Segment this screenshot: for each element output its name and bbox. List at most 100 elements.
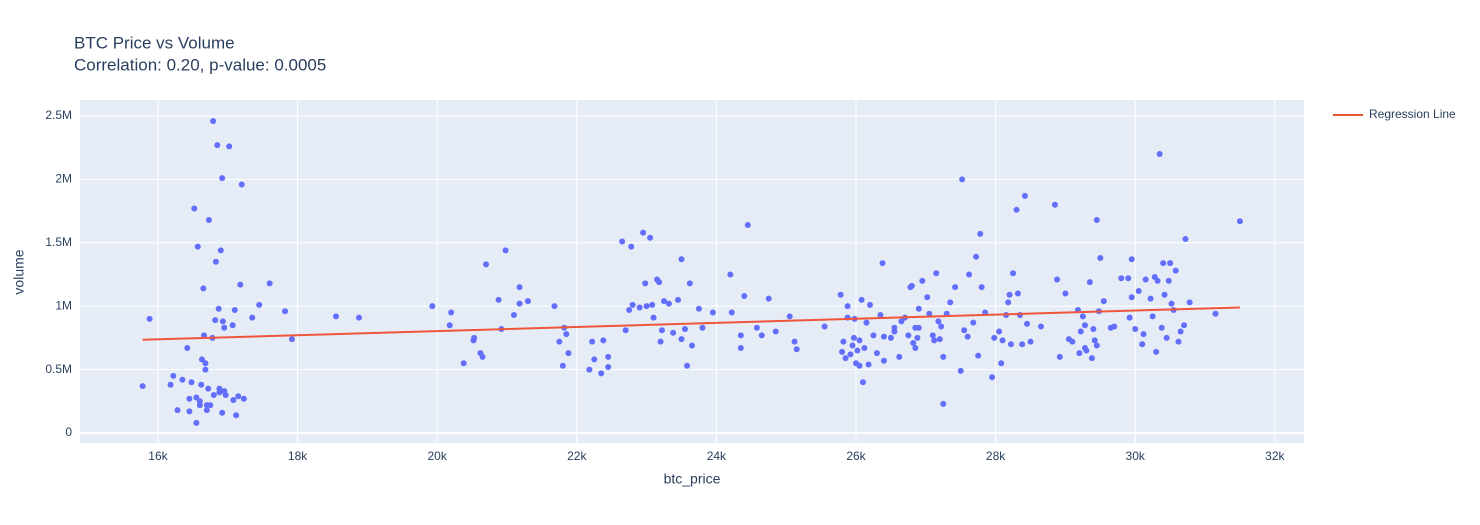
x-tick-label: 28k [986, 449, 1006, 463]
scatter-point [866, 301, 873, 308]
scatter-point [591, 356, 598, 363]
scatter-point [959, 176, 966, 183]
scatter-point [586, 366, 593, 373]
scatter-point [1212, 310, 1219, 317]
scatter-point [1014, 290, 1021, 297]
scatter-point [167, 381, 174, 388]
scatter-point [219, 175, 226, 182]
scatter-point [184, 345, 191, 352]
scatter-point [636, 304, 643, 311]
scatter-point [210, 391, 217, 398]
scatter-point [174, 407, 181, 414]
scatter-point [931, 337, 938, 344]
chart-subtitle: Correlation: 0.20, p-value: 0.0005 [74, 55, 326, 74]
scatter-point [589, 338, 596, 345]
scatter-point [193, 419, 200, 426]
scatter-point [516, 284, 523, 291]
scatter-point [139, 383, 146, 390]
scatter-point [870, 332, 877, 339]
scatter-point [908, 282, 915, 289]
y-tick-label: 0 [65, 425, 72, 439]
scatter-point [626, 306, 633, 313]
scatter-point [1093, 216, 1100, 223]
scatter-point [821, 323, 828, 330]
scatter-point [973, 253, 980, 260]
scatter-point [565, 350, 572, 357]
scatter-point [502, 247, 509, 254]
scatter-point [999, 337, 1006, 344]
scatter-point [650, 314, 657, 321]
scatter-point [201, 332, 208, 339]
scatter-point [200, 285, 207, 292]
scatter-point [880, 357, 887, 364]
x-tick-label: 16k [148, 449, 168, 463]
scatter-point [1181, 322, 1188, 329]
scatter-point [793, 346, 800, 353]
scatter-point [887, 334, 894, 341]
scatter-point [203, 407, 210, 414]
scatter-point [728, 309, 735, 316]
scatter-point [1139, 341, 1146, 348]
scatter-point [1077, 328, 1084, 335]
scatter-point [657, 338, 664, 345]
scatter-point [642, 280, 649, 287]
scatter-point [1069, 338, 1076, 345]
scatter-point [744, 222, 751, 229]
scatter-point [786, 313, 793, 320]
scatter-point [217, 247, 224, 254]
scatter-point [709, 309, 716, 316]
scatter-point [665, 300, 672, 307]
scatter-point [193, 394, 200, 401]
scatter-point [1153, 348, 1160, 355]
scatter-point [678, 336, 685, 343]
scatter-point [198, 356, 205, 363]
grid [80, 100, 1304, 443]
scatter-point [1182, 235, 1189, 242]
scatter-point [865, 361, 872, 368]
scatter-point [628, 243, 635, 250]
scatter-point [970, 319, 977, 326]
scatter-point [978, 284, 985, 291]
scatter-point [1081, 322, 1088, 329]
scatter-point [1168, 300, 1175, 307]
scatter-point [1154, 277, 1161, 284]
scatter-point [649, 301, 656, 308]
scatter-point [1083, 347, 1090, 354]
scatter-point [737, 332, 744, 339]
scatter-point [288, 336, 295, 343]
x-axis-title: btc_price [664, 471, 721, 487]
scatter-point [219, 318, 226, 325]
scatter-point [1132, 326, 1139, 333]
scatter-point [915, 305, 922, 312]
scatter-point [947, 299, 954, 306]
scatter-point [471, 334, 478, 341]
scatter-point [686, 280, 693, 287]
scatter-point [926, 310, 933, 317]
scatter-point [1158, 324, 1165, 331]
y-tick-label: 1.5M [45, 235, 72, 249]
scatter-point [600, 337, 607, 344]
scatter-point [684, 362, 691, 369]
scatter-point [961, 327, 968, 334]
scatter-point [332, 313, 339, 320]
scatter-point [898, 318, 905, 325]
scatter-point [656, 279, 663, 286]
scatter-point [1186, 299, 1193, 306]
scatter-point [977, 230, 984, 237]
scatter-point [791, 338, 798, 345]
scatter-point [1135, 287, 1142, 294]
scatter-point [212, 258, 219, 265]
scatter-point [879, 260, 886, 267]
scatter-point [1161, 291, 1168, 298]
scatter-point [765, 295, 772, 302]
scatter-point [952, 284, 959, 291]
scatter-point [1062, 290, 1069, 297]
chart-title: BTC Price vs Volume [74, 33, 235, 52]
scatter-point [758, 332, 765, 339]
scatter-point [202, 360, 209, 367]
scatter-point [1156, 151, 1163, 158]
scatter-point [196, 402, 203, 409]
scatter-point [1019, 341, 1026, 348]
scatter-point [854, 347, 861, 354]
